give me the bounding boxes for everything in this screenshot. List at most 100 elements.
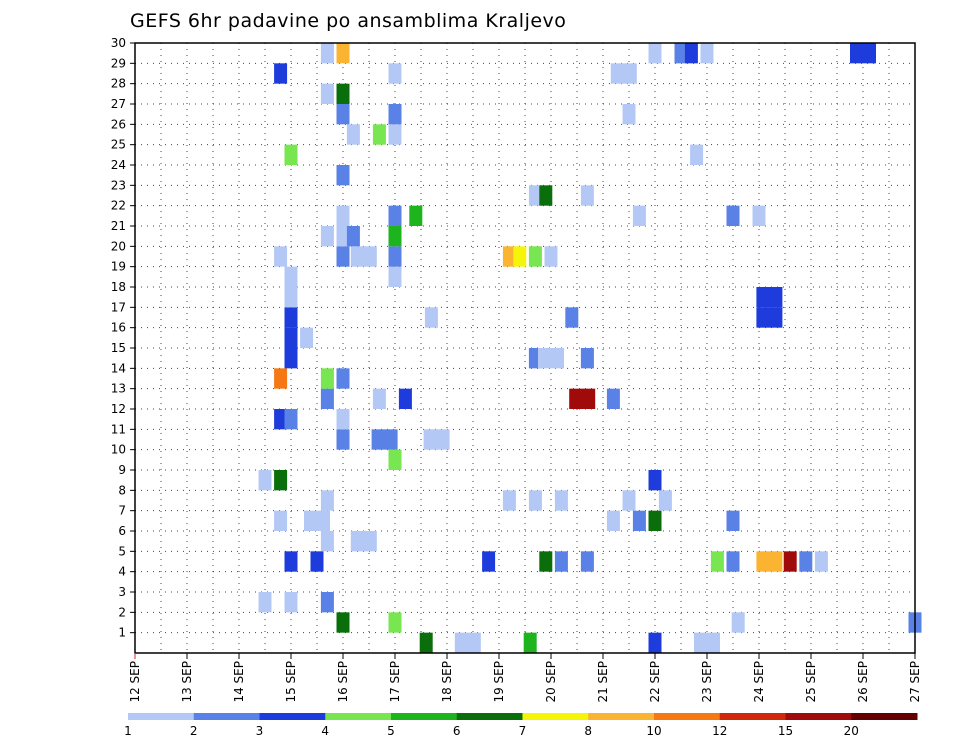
colorbar-segment [391,713,458,720]
y-tick-label: 16 [111,321,126,335]
colorbar: 1 2 3 4 5 6 7 8 10 12 15 20 [124,713,918,738]
y-tick-label: 10 [111,443,126,457]
heatmap-cell [580,551,594,572]
heatmap-cell [850,43,876,64]
y-tick-label: 24 [111,158,126,172]
heatmap-cell [284,551,298,572]
y-tick-label: 7 [118,504,126,518]
heatmap-cell [336,409,350,430]
heatmap-cell [284,287,298,308]
x-tick-label: 23 SEP [700,661,714,703]
heatmap-cell [528,490,542,511]
heatmap-cell [606,510,620,531]
colorbar-segment [654,713,721,720]
heatmap-cell [424,307,438,328]
heatmap-cell [350,246,377,267]
y-tick-label: 27 [111,97,126,111]
heatmap-cell [409,205,423,226]
heatmap-cell [336,43,350,64]
colorbar-tick-label: 10 [646,724,661,738]
heatmap-cell [731,612,745,633]
heatmap-cell [274,470,288,491]
heatmap-cell [320,368,334,389]
heatmap-cell [388,246,402,267]
heatmap-cell [419,632,433,653]
heatmap-cell [398,388,412,409]
heatmap-cell [346,124,360,145]
colorbar-tick-label: 4 [321,724,329,738]
colorbar-tick-label: 12 [712,724,727,738]
y-tick-label: 12 [111,402,126,416]
heatmap-cell [756,307,783,328]
heatmap-cell [320,43,334,64]
colorbar-tick-label: 8 [584,724,592,738]
colorbar-tick-label: 6 [453,724,461,738]
heatmap-cell [752,205,766,226]
colorbar-segment [719,713,786,720]
heatmap-cell [274,368,288,389]
y-tick-label: 15 [111,341,126,355]
heatmap-cell [320,490,334,511]
heatmap-cell [544,246,558,267]
colorbar-segment [325,713,392,720]
heatmap-cell [539,185,553,206]
colorbar-tick-label: 15 [778,724,793,738]
heatmap-cell [284,144,298,165]
heatmap-cell [502,490,516,511]
heatmap-cell [372,124,386,145]
heatmap-cell [726,510,740,531]
heatmap-cell [336,83,350,104]
heatmap-cell [554,551,568,572]
heatmap-cell [284,307,298,328]
heatmap-cell [336,205,350,226]
heatmap-cell [726,551,740,572]
heatmap-cell [336,368,350,389]
heatmap-cell [346,226,360,247]
y-tick-label: 22 [111,199,126,213]
heatmap-cell [648,632,662,653]
colorbar-segment [193,713,260,720]
colorbar-tick-label: 2 [190,724,198,738]
heatmap-cell [284,348,298,369]
heatmap-cell [336,246,350,267]
y-tick-label: 25 [111,138,126,152]
x-tick-label: 25 SEP [804,661,818,703]
heatmap-cell [388,226,402,247]
x-tick-label: 27 SEP [908,661,922,703]
heatmap-cell [304,510,330,531]
heatmap-cell [310,551,324,572]
heatmap-cell [482,551,496,572]
y-tick-label: 30 [111,36,126,50]
heatmap-cell [502,246,516,267]
y-tick-label: 2 [118,605,126,619]
heatmap-cell [300,327,314,348]
heatmap-cell [648,43,662,64]
x-tick-label: 15 SEP [284,661,298,703]
heatmap-cell [388,612,402,633]
heatmap-cell [388,63,402,84]
colorbar-segment [128,713,195,720]
heatmap-cell [658,490,672,511]
colorbar-tick-label: 7 [519,724,527,738]
heatmap-cell [539,551,553,572]
x-tick-label: 18 SEP [440,661,454,703]
colorbar-segment [456,713,523,720]
y-tick-label: 4 [118,565,126,579]
heatmap-cell [350,531,377,552]
heatmap-cell [388,124,402,145]
y-tick-label: 28 [111,77,126,91]
heatmap-cell [690,144,704,165]
heatmap-cell [648,510,662,531]
y-tick-label: 1 [118,626,126,640]
heatmap-cell [513,246,527,267]
colorbar-segment [522,713,589,720]
y-tick-label: 11 [111,422,126,436]
heatmap-cells [258,43,922,653]
heatmap-cell [274,63,288,84]
heatmap-cell [565,307,579,328]
x-tick-label: 21 SEP [596,661,610,703]
x-tick-label: 20 SEP [544,661,558,703]
heatmap-cell [320,592,334,613]
